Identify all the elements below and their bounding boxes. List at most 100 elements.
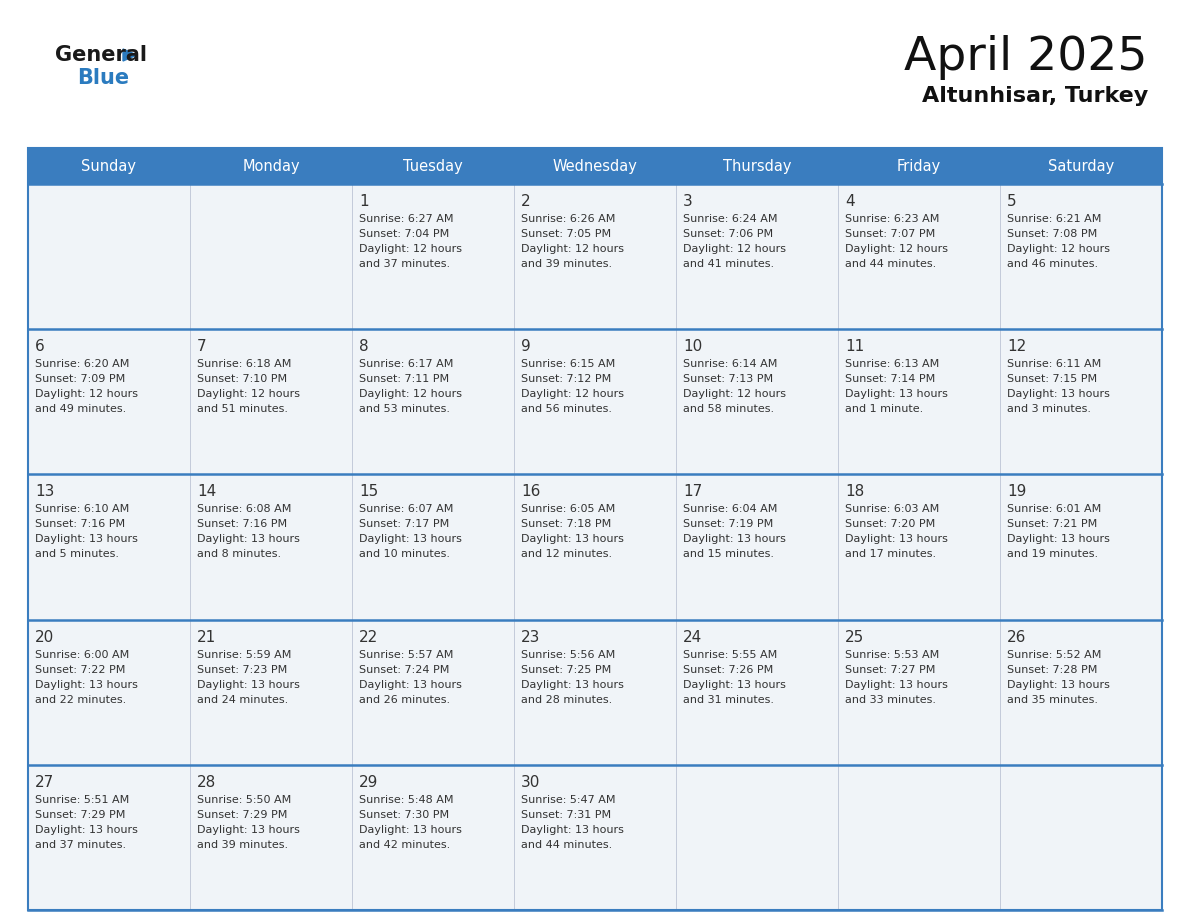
Text: Daylight: 12 hours: Daylight: 12 hours	[845, 244, 948, 254]
Text: Daylight: 13 hours: Daylight: 13 hours	[683, 534, 786, 544]
Bar	[676, 330, 838, 475]
Bar	[352, 184, 514, 330]
Text: Sunrise: 6:08 AM: Sunrise: 6:08 AM	[197, 504, 291, 514]
Bar	[190, 330, 352, 475]
Text: and 28 minutes.: and 28 minutes.	[522, 695, 612, 705]
Text: Daylight: 13 hours: Daylight: 13 hours	[197, 824, 299, 834]
Bar	[29, 330, 190, 475]
Text: Daylight: 13 hours: Daylight: 13 hours	[359, 534, 462, 544]
Text: Sunset: 7:18 PM: Sunset: 7:18 PM	[522, 520, 612, 530]
Text: 4: 4	[845, 194, 854, 209]
Text: Sunset: 7:15 PM: Sunset: 7:15 PM	[1007, 375, 1098, 385]
Text: 5: 5	[1007, 194, 1017, 209]
Text: 24: 24	[683, 630, 702, 644]
Text: 8: 8	[359, 339, 368, 354]
Text: 30: 30	[522, 775, 541, 789]
Text: and 10 minutes.: and 10 minutes.	[359, 549, 450, 559]
Text: Sunset: 7:07 PM: Sunset: 7:07 PM	[845, 229, 935, 239]
Text: Altunhisar, Turkey: Altunhisar, Turkey	[922, 86, 1148, 106]
Text: Sunset: 7:23 PM: Sunset: 7:23 PM	[197, 665, 287, 675]
Polygon shape	[124, 49, 137, 61]
Text: 3: 3	[683, 194, 693, 209]
Text: Sunset: 7:08 PM: Sunset: 7:08 PM	[1007, 229, 1098, 239]
Text: Sunrise: 6:11 AM: Sunrise: 6:11 AM	[1007, 359, 1101, 369]
Text: Thursday: Thursday	[722, 159, 791, 174]
Bar	[1000, 475, 1162, 620]
Text: Sunrise: 5:50 AM: Sunrise: 5:50 AM	[197, 795, 291, 805]
Text: 18: 18	[845, 485, 864, 499]
Text: Daylight: 12 hours: Daylight: 12 hours	[683, 389, 786, 399]
Text: and 12 minutes.: and 12 minutes.	[522, 549, 612, 559]
Text: Daylight: 12 hours: Daylight: 12 hours	[197, 389, 301, 399]
Text: Sunrise: 5:55 AM: Sunrise: 5:55 AM	[683, 650, 777, 660]
Text: Sunset: 7:09 PM: Sunset: 7:09 PM	[34, 375, 125, 385]
Bar	[676, 184, 838, 330]
Text: Sunrise: 6:03 AM: Sunrise: 6:03 AM	[845, 504, 940, 514]
Text: Sunrise: 6:27 AM: Sunrise: 6:27 AM	[359, 214, 454, 224]
Text: 28: 28	[197, 775, 216, 789]
Bar	[352, 475, 514, 620]
Text: and 42 minutes.: and 42 minutes.	[359, 840, 450, 850]
Text: Sunrise: 5:56 AM: Sunrise: 5:56 AM	[522, 650, 615, 660]
Text: and 8 minutes.: and 8 minutes.	[197, 549, 282, 559]
Text: Sunrise: 6:01 AM: Sunrise: 6:01 AM	[1007, 504, 1101, 514]
Text: Sunrise: 5:47 AM: Sunrise: 5:47 AM	[522, 795, 615, 805]
Text: Tuesday: Tuesday	[403, 159, 463, 174]
Bar	[190, 475, 352, 620]
Text: Daylight: 13 hours: Daylight: 13 hours	[1007, 679, 1110, 689]
Text: Sunset: 7:29 PM: Sunset: 7:29 PM	[197, 810, 287, 820]
Text: 21: 21	[197, 630, 216, 644]
Text: Sunrise: 6:21 AM: Sunrise: 6:21 AM	[1007, 214, 1101, 224]
Text: 19: 19	[1007, 485, 1026, 499]
Text: Daylight: 12 hours: Daylight: 12 hours	[359, 244, 462, 254]
Text: Daylight: 13 hours: Daylight: 13 hours	[1007, 534, 1110, 544]
Text: Sunset: 7:17 PM: Sunset: 7:17 PM	[359, 520, 449, 530]
Bar	[1000, 620, 1162, 765]
Text: Sunrise: 6:15 AM: Sunrise: 6:15 AM	[522, 359, 615, 369]
Text: Sunset: 7:27 PM: Sunset: 7:27 PM	[845, 665, 935, 675]
Text: Sunrise: 5:48 AM: Sunrise: 5:48 AM	[359, 795, 454, 805]
Text: 6: 6	[34, 339, 45, 354]
Text: and 37 minutes.: and 37 minutes.	[359, 259, 450, 269]
Text: Sunrise: 6:24 AM: Sunrise: 6:24 AM	[683, 214, 777, 224]
Bar	[838, 475, 1000, 620]
Text: and 22 minutes.: and 22 minutes.	[34, 695, 126, 705]
Text: Sunset: 7:25 PM: Sunset: 7:25 PM	[522, 665, 612, 675]
Text: and 49 minutes.: and 49 minutes.	[34, 404, 126, 414]
Text: Daylight: 12 hours: Daylight: 12 hours	[522, 244, 624, 254]
Text: Sunrise: 6:04 AM: Sunrise: 6:04 AM	[683, 504, 777, 514]
Text: and 5 minutes.: and 5 minutes.	[34, 549, 119, 559]
Bar	[514, 330, 676, 475]
Text: Sunset: 7:24 PM: Sunset: 7:24 PM	[359, 665, 449, 675]
Text: Daylight: 12 hours: Daylight: 12 hours	[683, 244, 786, 254]
Text: and 17 minutes.: and 17 minutes.	[845, 549, 936, 559]
Text: Sunrise: 5:51 AM: Sunrise: 5:51 AM	[34, 795, 129, 805]
Text: 17: 17	[683, 485, 702, 499]
Text: and 56 minutes.: and 56 minutes.	[522, 404, 612, 414]
Text: Daylight: 13 hours: Daylight: 13 hours	[1007, 389, 1110, 399]
Text: and 53 minutes.: and 53 minutes.	[359, 404, 450, 414]
Text: Sunset: 7:11 PM: Sunset: 7:11 PM	[359, 375, 449, 385]
Bar	[352, 330, 514, 475]
Text: Sunday: Sunday	[82, 159, 137, 174]
Bar	[514, 620, 676, 765]
Text: Sunrise: 5:59 AM: Sunrise: 5:59 AM	[197, 650, 291, 660]
Text: Blue: Blue	[77, 68, 129, 88]
Text: Sunrise: 5:52 AM: Sunrise: 5:52 AM	[1007, 650, 1101, 660]
Text: and 3 minutes.: and 3 minutes.	[1007, 404, 1091, 414]
Bar	[190, 765, 352, 910]
Text: Daylight: 13 hours: Daylight: 13 hours	[522, 824, 624, 834]
Text: 29: 29	[359, 775, 378, 789]
Text: and 39 minutes.: and 39 minutes.	[522, 259, 612, 269]
Text: and 24 minutes.: and 24 minutes.	[197, 695, 289, 705]
Text: Sunrise: 6:10 AM: Sunrise: 6:10 AM	[34, 504, 129, 514]
Text: 10: 10	[683, 339, 702, 354]
Text: 20: 20	[34, 630, 55, 644]
Text: Daylight: 13 hours: Daylight: 13 hours	[359, 679, 462, 689]
Text: Sunrise: 6:17 AM: Sunrise: 6:17 AM	[359, 359, 454, 369]
Text: Sunset: 7:16 PM: Sunset: 7:16 PM	[34, 520, 125, 530]
Text: Daylight: 13 hours: Daylight: 13 hours	[845, 534, 948, 544]
Text: Sunrise: 6:26 AM: Sunrise: 6:26 AM	[522, 214, 615, 224]
Text: Sunrise: 6:18 AM: Sunrise: 6:18 AM	[197, 359, 291, 369]
Text: Sunrise: 6:05 AM: Sunrise: 6:05 AM	[522, 504, 615, 514]
